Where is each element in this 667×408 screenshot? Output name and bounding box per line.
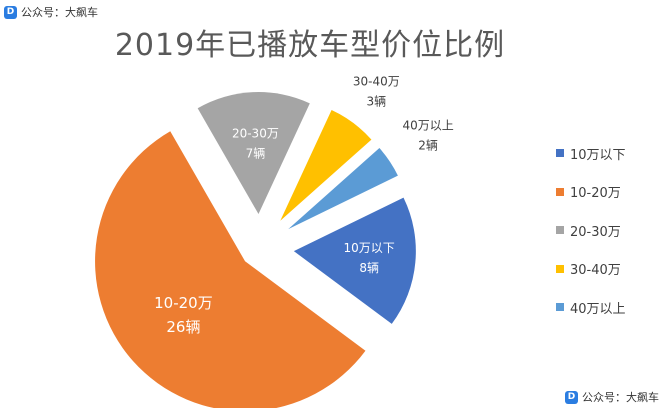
- slice-category-label: 40万以上: [402, 118, 453, 132]
- legend-item: 10-20万: [556, 173, 626, 212]
- chart-legend: 10万以下 10-20万 20-30万 30-40万 40万以上: [556, 134, 626, 327]
- slice-category-label: 20-30万: [232, 126, 279, 140]
- legend-label: 10万以下: [570, 147, 626, 163]
- slice-category-label: 30-40万: [353, 74, 400, 88]
- pie-slice-20-30万: [197, 92, 310, 215]
- slice-value-label: 2辆: [418, 138, 438, 152]
- legend-label: 30-40万: [570, 263, 621, 279]
- legend-label: 20-30万: [570, 224, 621, 240]
- watermark-account-text: 公众号：大飙车: [21, 6, 98, 19]
- legend-swatch: [556, 149, 564, 158]
- account-logo-icon: D: [4, 5, 17, 19]
- slice-value-label: 26辆: [166, 318, 200, 336]
- legend-swatch: [556, 226, 564, 235]
- pie-slice-30-40万: [280, 110, 372, 221]
- legend-label: 40万以上: [570, 301, 626, 317]
- watermark-account-text: 公众号：大飙车: [582, 391, 659, 404]
- legend-item: 10万以下: [556, 134, 626, 173]
- pie-slice-10万以下: [293, 197, 416, 324]
- slice-category-label: 10-20万: [154, 294, 213, 312]
- legend-swatch: [556, 303, 564, 312]
- slice-value-label: 8辆: [359, 261, 379, 275]
- pie-slice-40万以上: [288, 147, 398, 230]
- legend-item: 40万以上: [556, 288, 626, 327]
- watermark-top: D 公众号：大飙车: [4, 4, 98, 20]
- legend-swatch: [556, 187, 564, 196]
- legend-swatch: [556, 264, 564, 273]
- pie-slice-10-20万: [95, 131, 366, 408]
- watermark-bottom: D 公众号：大飙车: [565, 389, 659, 405]
- chart-title: 2019年已播放车型价位比例: [114, 28, 506, 63]
- legend-label: 10-20万: [570, 186, 621, 202]
- legend-item: 20-30万: [556, 211, 626, 250]
- slice-value-label: 3辆: [366, 94, 386, 108]
- legend-item: 30-40万: [556, 250, 626, 289]
- account-logo-icon: D: [565, 390, 578, 404]
- slice-category-label: 10万以下: [344, 241, 395, 255]
- slice-value-label: 7辆: [246, 146, 266, 160]
